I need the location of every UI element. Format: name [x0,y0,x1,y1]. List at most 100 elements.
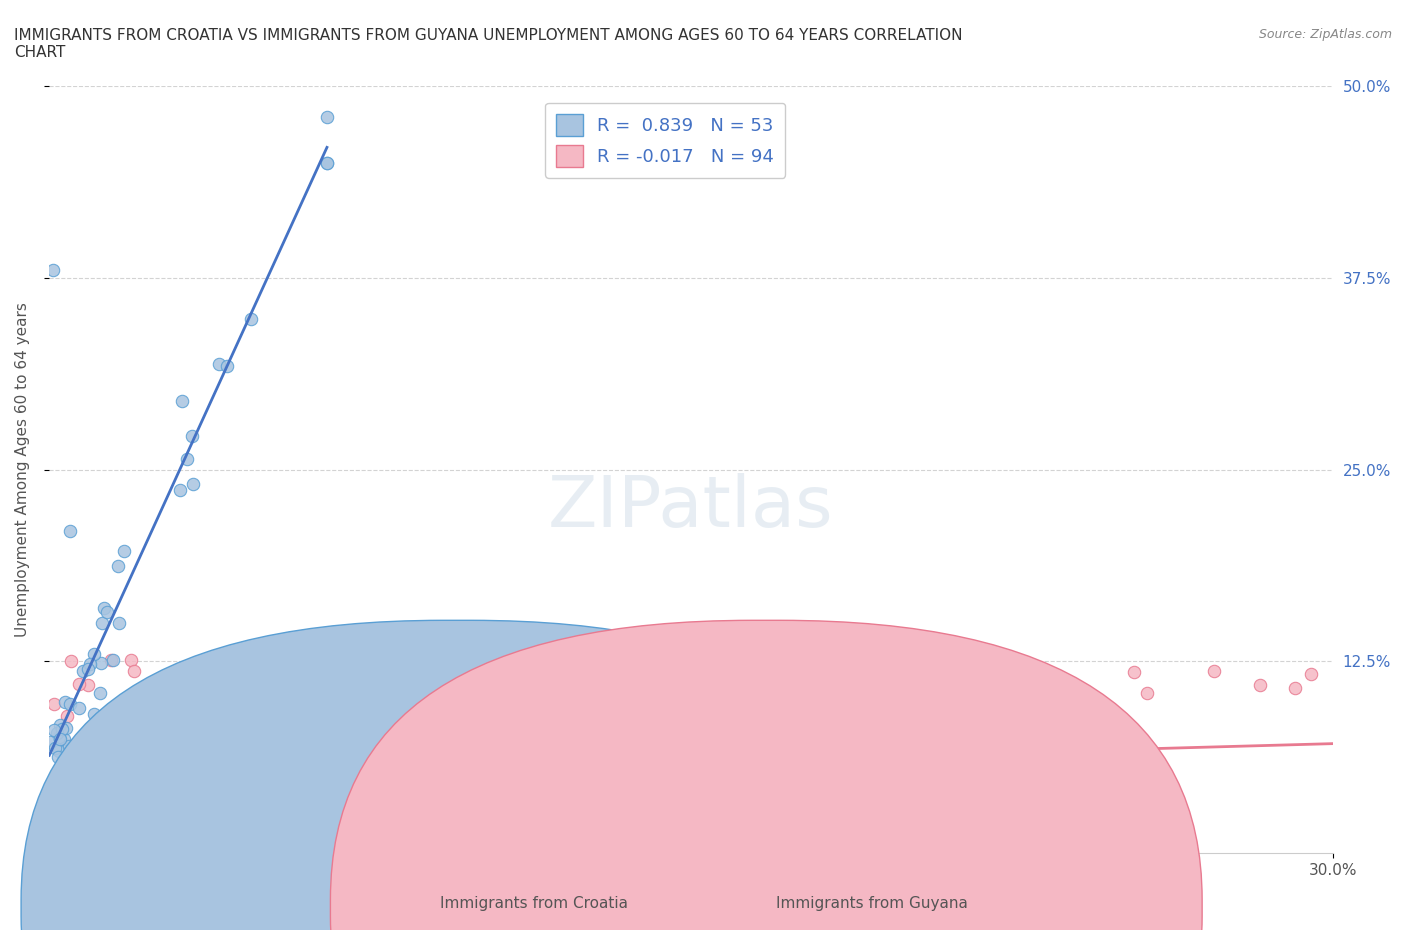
Point [149,771,172,786]
Point [946,826,969,841]
Point [1249,677,1271,692]
Point [41,807,63,822]
Point [458,831,481,846]
Point [41,832,63,847]
Point [142,795,165,810]
Point [69,737,91,751]
Point [96,707,118,722]
Point [111,716,134,731]
Point [67,790,90,805]
Point [1284,680,1306,695]
Point [548,837,571,852]
Point [39,841,62,856]
Point [124,664,146,679]
Point [170,394,193,409]
Text: ZIPatlas: ZIPatlas [548,473,834,542]
Point [38,801,60,816]
Point [91,810,114,825]
Point [55,695,77,710]
Point [332,838,354,853]
Point [849,745,872,760]
Point [235,834,257,849]
Point [48,730,70,745]
Point [58,739,80,754]
Point [855,722,877,737]
Text: Immigrants from Croatia: Immigrants from Croatia [440,897,628,911]
Point [186,811,208,826]
Point [208,356,231,371]
Point [278,817,301,831]
Point [181,477,204,492]
Point [59,697,82,711]
Point [811,801,834,816]
Point [83,706,105,721]
Point [72,663,94,678]
Point [52,780,75,795]
Point [1078,703,1101,718]
Point [42,786,65,801]
Point [49,717,72,732]
Point [254,694,277,709]
Point [53,732,76,747]
Point [39,801,62,816]
Point [44,789,66,804]
Point [93,600,115,615]
Point [51,722,73,737]
Point [108,616,131,631]
Point [118,801,141,816]
Point [187,737,209,752]
Point [976,730,998,745]
Point [58,757,80,772]
Point [58,759,80,774]
Point [42,792,65,807]
Point [359,830,381,844]
Point [117,805,139,820]
Point [316,155,339,170]
Point [89,685,111,700]
Text: IMMIGRANTS FROM CROATIA VS IMMIGRANTS FROM GUYANA UNEMPLOYMENT AMONG AGES 60 TO : IMMIGRANTS FROM CROATIA VS IMMIGRANTS FR… [14,28,963,60]
Legend: R =  0.839   N = 53, R = -0.017   N = 94: R = 0.839 N = 53, R = -0.017 N = 94 [546,103,785,178]
Point [120,653,142,668]
Point [65,815,87,830]
Point [637,790,659,804]
Point [568,821,591,836]
Point [63,830,86,844]
Point [745,730,768,745]
Point [104,811,127,826]
Point [176,452,198,467]
Point [1123,664,1146,679]
Point [42,263,65,278]
Point [644,845,666,860]
Point [141,734,163,749]
Point [112,821,135,836]
Point [169,825,191,840]
Point [246,801,269,816]
Point [67,677,90,692]
Point [291,712,314,727]
Point [59,654,82,669]
Point [181,429,204,444]
Point [93,828,115,843]
Point [368,724,391,738]
Point [1136,685,1159,700]
Point [886,810,908,825]
Point [332,839,354,854]
Point [159,697,181,711]
Point [316,110,339,125]
Point [44,697,66,711]
Point [76,661,98,676]
Point [46,764,69,778]
Point [42,723,65,737]
Point [221,776,243,790]
Point [79,657,101,671]
Point [112,543,135,558]
Point [316,155,339,170]
Point [299,704,322,719]
Point [59,524,82,538]
Point [48,743,70,758]
Point [56,709,79,724]
Point [101,790,124,804]
Point [55,721,77,736]
Point [215,358,238,373]
Point [207,843,229,857]
